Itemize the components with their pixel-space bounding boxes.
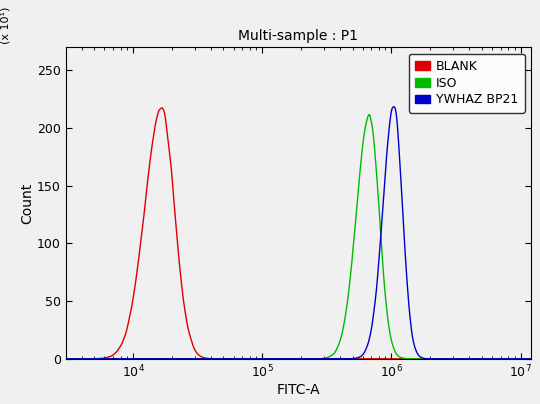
ISO	[426, 356, 433, 361]
YWHAZ BP21	[340, 356, 347, 361]
BLANK	[475, 356, 481, 361]
Legend: BLANK, ISO, YWHAZ BP21: BLANK, ISO, YWHAZ BP21	[409, 54, 524, 113]
BLANK	[62, 356, 69, 361]
YWHAZ BP21	[68, 356, 75, 361]
YWHAZ BP21	[62, 356, 69, 361]
Text: (x 10¹): (x 10¹)	[1, 7, 10, 44]
X-axis label: FITC-A: FITC-A	[276, 383, 320, 397]
BLANK	[68, 356, 75, 361]
YWHAZ BP21	[426, 356, 433, 361]
Y-axis label: Count: Count	[20, 183, 34, 224]
YWHAZ BP21	[390, 104, 397, 109]
BLANK	[354, 356, 360, 361]
ISO	[92, 356, 99, 361]
Line: YWHAZ BP21: YWHAZ BP21	[65, 107, 540, 359]
Title: Multi-sample : P1: Multi-sample : P1	[238, 29, 358, 44]
YWHAZ BP21	[367, 331, 374, 336]
BLANK	[426, 356, 433, 361]
Line: BLANK: BLANK	[65, 108, 540, 359]
ISO	[368, 118, 374, 123]
BLANK	[341, 356, 347, 361]
YWHAZ BP21	[353, 356, 360, 361]
ISO	[65, 356, 71, 361]
ISO	[353, 213, 360, 218]
ISO	[475, 356, 481, 361]
ISO	[340, 323, 347, 328]
BLANK	[92, 356, 99, 361]
YWHAZ BP21	[92, 356, 99, 361]
BLANK	[368, 356, 374, 361]
YWHAZ BP21	[475, 356, 481, 361]
BLANK	[159, 105, 165, 110]
ISO	[366, 112, 373, 117]
Line: ISO: ISO	[65, 115, 540, 359]
ISO	[62, 356, 69, 361]
